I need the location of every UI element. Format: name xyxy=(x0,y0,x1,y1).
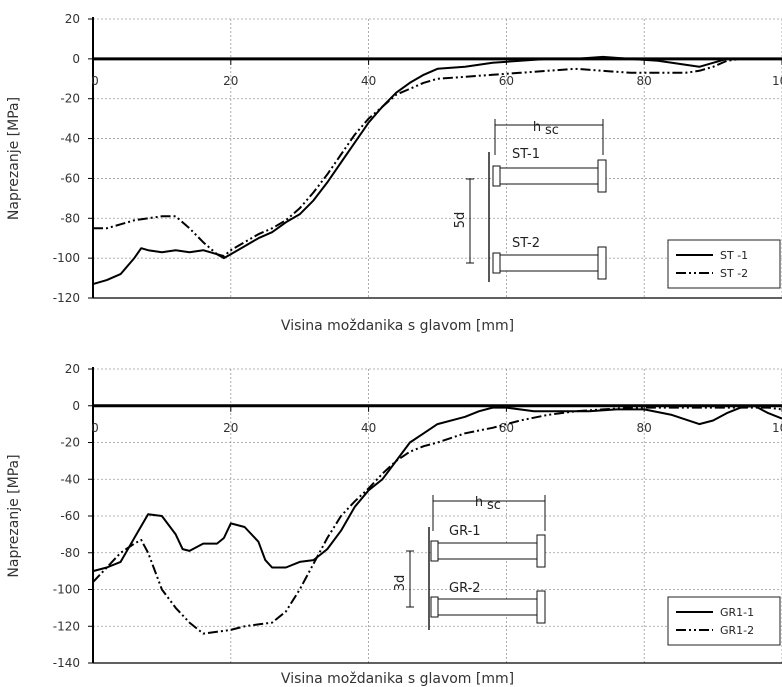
stud-head xyxy=(536,590,546,624)
series-line-2 xyxy=(93,57,782,258)
stud-shank xyxy=(499,167,599,185)
y-tick-label: 20 xyxy=(65,12,80,26)
inset-hsc-subscript: sc xyxy=(487,498,501,513)
y-tick-label: -80 xyxy=(60,546,80,560)
y-tick-label: -40 xyxy=(60,132,80,146)
x-tick-label: 100 xyxy=(772,74,782,88)
legend-box xyxy=(667,596,781,646)
series-line-1 xyxy=(92,55,782,286)
series-line-2 xyxy=(92,406,782,635)
legend-label: ST -2 xyxy=(720,267,748,280)
stud-shank xyxy=(499,254,599,272)
x-tick-label: 0 xyxy=(91,421,99,435)
y-tick-label: -100 xyxy=(53,583,80,597)
x-tick-label: 40 xyxy=(361,421,376,435)
legend-label: GR1-1 xyxy=(720,606,754,619)
y-tick-label: -20 xyxy=(60,436,80,450)
y-tick-label: 0 xyxy=(72,52,80,66)
legend-box xyxy=(667,239,781,289)
stud-base-plate xyxy=(492,252,501,274)
x-axis-label: Visina moždanika s glavom [mm] xyxy=(281,671,514,687)
y-tick-label: 20 xyxy=(65,362,80,376)
stud-head xyxy=(597,159,607,193)
y-tick-label: -120 xyxy=(53,619,80,633)
inset-hsc-label: h xyxy=(533,120,541,135)
inset-spacing-label: 5d xyxy=(453,212,468,229)
stud-base-plate xyxy=(430,596,439,618)
y-tick-label: -40 xyxy=(60,472,80,486)
y-tick-label: -20 xyxy=(60,92,80,106)
y-tick-label: 0 xyxy=(72,399,80,413)
x-tick-label: 80 xyxy=(637,421,652,435)
x-tick-label: 20 xyxy=(223,421,238,435)
stud-shank xyxy=(437,598,538,616)
x-tick-label: 80 xyxy=(637,74,652,88)
stud-base-plate xyxy=(430,540,439,562)
x-tick-label: 60 xyxy=(499,74,514,88)
y-tick-label: -80 xyxy=(60,211,80,225)
chart-bottom: 20 0 -20 -40 -60 -80 -100 -120 -140 0 20 40 60 80 100 V… xyxy=(6,362,782,687)
legend-label: GR1-2 xyxy=(720,624,754,637)
stud-base-plate xyxy=(492,165,501,187)
inset-hsc-label: h xyxy=(475,495,483,510)
x-axis-label: Visina moždanika s glavom [mm] xyxy=(281,318,514,334)
inset-label-2: ST-2 xyxy=(512,236,540,251)
x-tick-label: 0 xyxy=(91,74,99,88)
y-axis-label: Naprezanje [MPa] xyxy=(6,97,22,220)
y-tick-label: -140 xyxy=(53,656,80,670)
y-tick-label: -60 xyxy=(60,171,80,185)
inset-hsc-subscript: sc xyxy=(545,123,559,138)
x-tick-label: 60 xyxy=(499,421,514,435)
inset-label-1: GR-1 xyxy=(449,524,481,539)
y-axis-label: Naprezanje [MPa] xyxy=(6,454,22,577)
chart-top: 20 0 -20 -40 -60 -80 -100 -120 0 20 40 60 80 100 Visin… xyxy=(6,12,782,334)
x-tick-label: 100 xyxy=(772,421,782,435)
stud-head xyxy=(597,246,607,280)
y-tick-label: -60 xyxy=(60,509,80,523)
x-tick-label: 20 xyxy=(223,74,238,88)
inset-spacing-label: 3d xyxy=(393,575,408,592)
stud-shank xyxy=(437,542,538,560)
inset-label-2: GR-2 xyxy=(449,581,481,596)
inset-label-1: ST-1 xyxy=(512,147,540,162)
y-tick-label: -100 xyxy=(53,251,80,265)
stud-head xyxy=(536,534,546,568)
legend-label: ST -1 xyxy=(720,249,748,262)
series-line-1 xyxy=(92,404,782,573)
x-tick-label: 40 xyxy=(361,74,376,88)
y-tick-label: -120 xyxy=(53,291,80,305)
